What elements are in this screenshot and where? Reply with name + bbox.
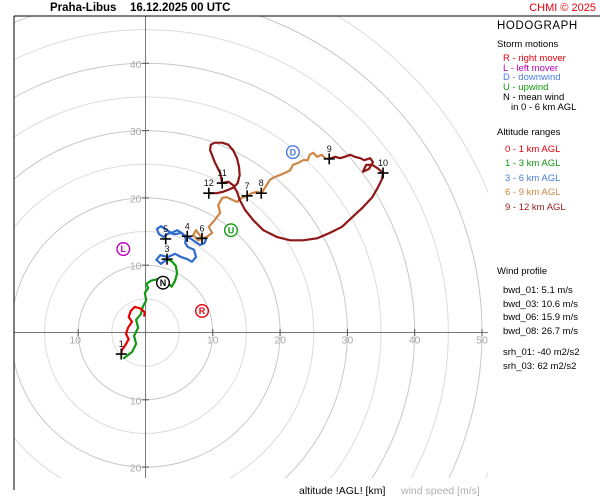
altitude-marker-label: 8 (259, 178, 264, 188)
altitude-range-legend-item: 0 - 1 km AGL (505, 144, 561, 155)
altitude-marker-label: 6 (200, 223, 205, 233)
altitude-ranges-legend: 0 - 1 km AGL 1 - 3 km AGL 3 - 6 km AGL 6 - … (505, 143, 566, 215)
altitude-marker-label: 10 (378, 158, 388, 168)
altitude-marker-label: 1 (119, 339, 124, 349)
altitude-range-legend-item: 6 - 9 km AGL (505, 187, 561, 199)
storm-motions-heading: Storm motions (497, 39, 559, 50)
altitude-marker-label: 11 (218, 168, 227, 178)
trace-1-3-km-agl (122, 258, 179, 360)
storm-motion-legend-item: in 0 - 6 km AGL (511, 101, 577, 113)
ring-label: 10 (130, 395, 142, 407)
ring-label: 10 (130, 261, 142, 273)
ring-label: 50 (476, 335, 488, 347)
ring-label: 40 (130, 59, 142, 71)
bulk-wind-difference-list: bwd_01: 5.1 m/s bwd_03: 10.6 m/s bwd_06: 1… (503, 284, 578, 339)
axis-label-wind-speed: wind speed [m/s] (401, 485, 480, 497)
speed-ring (336, 16, 488, 478)
altitude-marker-label: 12 (204, 178, 214, 188)
storm-motion-badge-n (155, 275, 170, 290)
trace-0-1-km-agl (120, 305, 146, 356)
ring-label: 30 (130, 126, 142, 138)
altitude-ranges-heading: Altitude ranges (497, 127, 561, 138)
station-name: Praha-Libus (50, 2, 117, 14)
storm-motion-legend-item: R - right mover (503, 53, 566, 64)
speed-ring (14, 62, 416, 478)
ring-label: 20 (130, 463, 142, 475)
trace-3-6-km-agl (155, 225, 208, 265)
storm-motion-legend-item: L - left mover (503, 62, 559, 74)
bwd-value: bwd_08: 26.7 m/s (503, 326, 578, 338)
altitude-range-legend-item: 3 - 6 km AGL (505, 172, 561, 184)
bwd-value: bwd_03: 10.6 m/s (503, 298, 578, 310)
trace-6-9-km-agl (192, 151, 331, 242)
storm-motion-badge-l (116, 242, 131, 257)
ring-label: 30 (342, 335, 354, 347)
altitude-marker-label: 5 (163, 224, 168, 234)
bwd-value: bwd_06: 15.9 m/s (503, 312, 578, 324)
bwd-value: bwd_01: 5.1 m/s (503, 285, 573, 296)
altitude-range-legend-item: 1 - 3 km AGL (505, 158, 561, 170)
storm-motion-letter: U (228, 225, 235, 235)
storm-motion-legend-item: N - mean wind (503, 91, 565, 103)
sidebar-title: HODOGRAPH (497, 20, 578, 32)
altitude-marker-label: 7 (245, 181, 250, 191)
storm-motion-letter: L (121, 244, 127, 254)
storm-motion-letter: N (160, 278, 167, 288)
speed-ring (14, 29, 449, 478)
storm-motions-legend: R - right mover L - left mover D - downwin… (503, 54, 576, 112)
srh-value: srh_03: 62 m2/s2 (503, 360, 577, 372)
altitude-marker-label: 4 (185, 221, 190, 231)
ring-label: 20 (274, 335, 286, 347)
altitude-marker-label: 3 (165, 244, 170, 254)
wind-profile-heading: Wind profile (497, 266, 548, 277)
storm-motion-legend-item: U - upwind (503, 82, 549, 94)
storm-relative-helicity-list: srh_01: -40 m2/s2 srh_03: 62 m2/s2 (503, 346, 580, 373)
storm-motion-letter: D (290, 147, 297, 157)
ring-label: 10 (69, 335, 81, 347)
srh-value: srh_01: -40 m2/s2 (503, 347, 580, 358)
copyright-notice: CHMI © 2025 (529, 2, 596, 14)
storm-motion-letter: R (199, 306, 206, 316)
storm-motion-legend-item: D - downwind (503, 72, 561, 84)
ring-label: 20 (130, 193, 142, 205)
altitude-marker-label: 9 (327, 144, 332, 154)
axis-label-altitude: altitude !AGL! [km] (299, 485, 386, 497)
altitude-range-legend-item: 9 - 12 km AGL (505, 201, 566, 213)
plot-area: 10 20 30 40 10 20 10 20 30 40 50 10 1 3 4 5 6 7 8 9 10 11 12 N R… (14, 16, 488, 478)
speed-ring (14, 16, 483, 478)
ring-label: 40 (409, 335, 421, 347)
storm-motion-badge-r (195, 303, 210, 318)
ring-label: 10 (207, 335, 219, 347)
speed-ring (14, 130, 348, 478)
storm-motion-badge-u (223, 223, 238, 238)
observation-datetime: 16.12.2025 00 UTC (130, 2, 231, 14)
trace-9-12-km-agl (207, 141, 385, 242)
storm-motion-badge-d (285, 145, 300, 160)
